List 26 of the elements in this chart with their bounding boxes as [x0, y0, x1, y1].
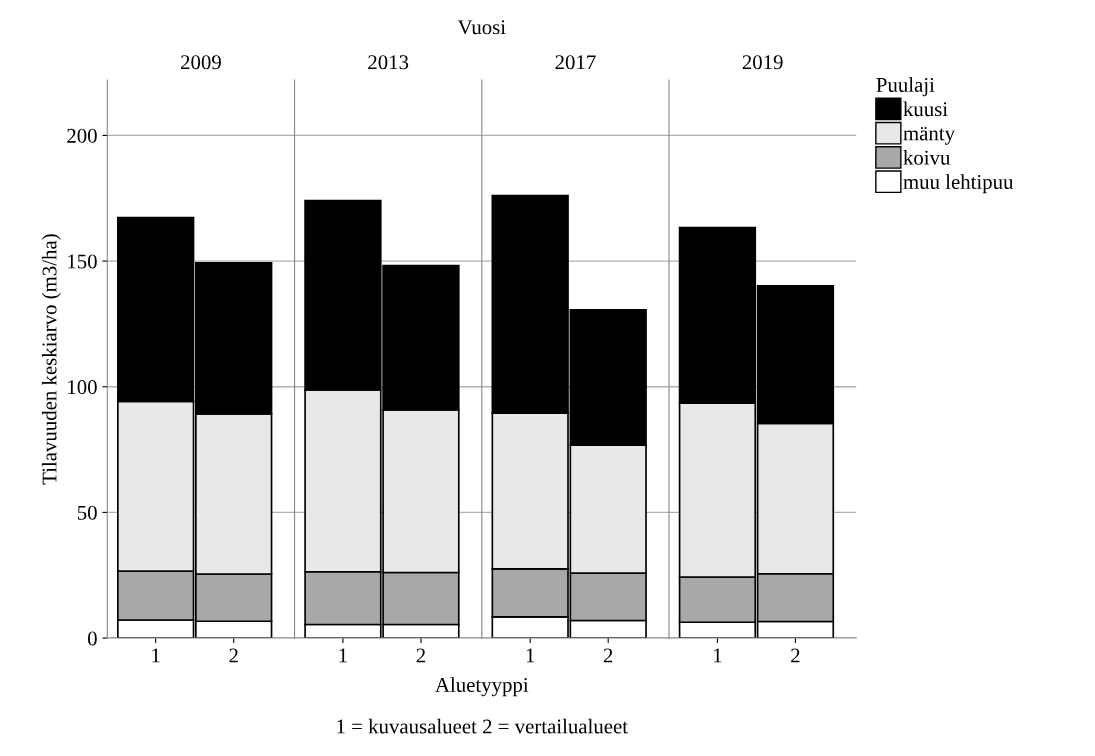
y-tick-label: 150	[68, 254, 97, 269]
chart-title: 2013	[368, 55, 409, 70]
text: Aluetyyppi	[435, 677, 529, 697]
x-tick-label: 1	[714, 648, 722, 663]
chart-title: 2017	[555, 55, 596, 70]
x-tick-label: 1	[152, 648, 160, 663]
x-tick-label: 2	[416, 648, 425, 663]
legend-label: kuusi	[903, 101, 948, 117]
text: 1 = kuvausalueet 2 = vertailualueet	[337, 718, 628, 734]
chart-title: 2009	[181, 55, 221, 70]
y-tick-label: 50	[77, 505, 97, 520]
y-tick-label: 200	[67, 128, 97, 143]
chart-title: 2019	[742, 55, 783, 70]
x-tick-label: 1	[526, 648, 535, 663]
x-tick-label: 1	[339, 648, 347, 663]
y-axis-title: Tilavuuden keskiarvo (m3/ha)	[41, 234, 61, 485]
y-tick-label: 0	[87, 631, 97, 646]
x-tick-label: 2	[603, 648, 613, 663]
y-tick-label: 100	[68, 380, 97, 395]
legend-label: muu lehtipuu	[903, 174, 1014, 194]
x-tick-label: 2	[791, 648, 800, 663]
x-tick-label: 2	[229, 648, 238, 663]
legend-label: mänty	[903, 127, 955, 145]
text: Vuosi	[457, 20, 506, 35]
legend-label: koivu	[903, 150, 951, 165]
legend-title: Puulaji	[876, 77, 935, 97]
